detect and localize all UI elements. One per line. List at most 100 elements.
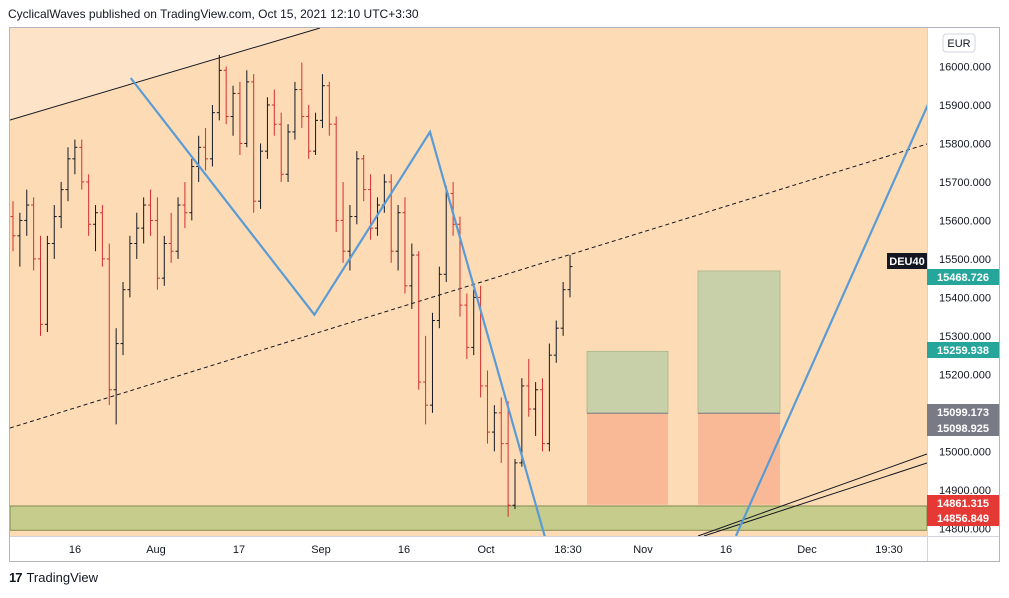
time-axis-bg xyxy=(10,536,927,561)
time-axis[interactable]: 16 Aug 17 Sep 16 Oct 18:30 Nov 16 Dec 19:30 xyxy=(10,536,999,561)
candle xyxy=(203,128,209,171)
y-tick-label: 14800.000 xyxy=(939,523,991,535)
x-tick-label: 16 xyxy=(69,544,81,556)
candle xyxy=(93,205,99,252)
candle xyxy=(38,235,44,336)
channel-mid-dashed-line[interactable] xyxy=(10,143,927,429)
candle xyxy=(313,112,319,155)
price-tag: 15259.938 xyxy=(927,342,999,358)
candle xyxy=(120,282,126,356)
candle xyxy=(340,181,346,263)
elliott-wave-line[interactable] xyxy=(129,77,546,538)
channel-lower-line-1[interactable] xyxy=(697,453,927,536)
candle xyxy=(361,155,367,202)
x-tick-label: Sep xyxy=(311,544,331,556)
candle xyxy=(175,197,181,259)
candle xyxy=(416,251,422,390)
price-tag: 15099.173 xyxy=(927,404,999,420)
candle xyxy=(491,405,497,452)
candle xyxy=(526,358,532,417)
currency-box[interactable]: EUR xyxy=(942,33,976,53)
candle xyxy=(161,235,167,286)
x-tick-label: 18:30 xyxy=(554,544,582,556)
candle xyxy=(154,197,160,290)
price-tag-label: DEU40 xyxy=(889,256,924,268)
tradingview-logo-icon[interactable]: 17 xyxy=(9,570,23,585)
price-tag: 14856.849 xyxy=(927,510,999,526)
currency-label: EUR xyxy=(947,38,970,50)
candle xyxy=(209,104,215,167)
y-tick-label: 15700.000 xyxy=(939,177,991,189)
x-tick-label: Oct xyxy=(477,544,494,556)
candle xyxy=(79,139,85,190)
y-tick-label: 15300.000 xyxy=(939,331,991,343)
chart-frame[interactable]: 16000.000 15900.000 15800.000 15700.000 1560… xyxy=(9,27,1000,562)
candle xyxy=(244,70,250,148)
stop-zone-2[interactable] xyxy=(698,413,780,505)
candle xyxy=(388,174,394,263)
candle xyxy=(86,174,92,236)
price-tag-bg xyxy=(927,342,999,358)
channel-upper-line[interactable] xyxy=(10,28,321,121)
y-tick-label: 15900.000 xyxy=(939,100,991,112)
candle xyxy=(51,205,57,259)
x-tick-label: Dec xyxy=(797,544,817,556)
candle xyxy=(546,343,552,452)
candle xyxy=(271,89,277,136)
candle xyxy=(464,293,470,359)
candle xyxy=(106,243,112,406)
price-tag: 15098.925 xyxy=(927,420,999,436)
y-tick-label: 16000.000 xyxy=(939,61,991,73)
stop-zone-1[interactable] xyxy=(587,413,668,505)
price-tag-label: 15099.173 xyxy=(937,407,989,419)
price-tags: DEU40 15468.726 15259.938 15099.173 15098.92… xyxy=(887,253,999,526)
candle xyxy=(72,139,78,175)
candle xyxy=(264,97,270,159)
publisher-caption: CyclicalWaves published on TradingView.c… xyxy=(8,7,419,21)
price-tag-label: 15098.925 xyxy=(937,423,989,435)
projection-line[interactable] xyxy=(734,28,962,536)
x-tick-label: 17 xyxy=(233,544,245,556)
candle xyxy=(141,197,147,244)
currency-box-border xyxy=(942,33,976,53)
y-tick-label: 15500.000 xyxy=(939,254,991,266)
candle xyxy=(24,189,30,236)
symbol-tag: DEU40 xyxy=(887,253,927,269)
target-zone-2[interactable] xyxy=(697,270,781,414)
price-chart[interactable]: 16000.000 15900.000 15800.000 15700.000 1560… xyxy=(10,28,999,561)
candle xyxy=(285,124,291,182)
candle xyxy=(10,201,16,252)
candle xyxy=(436,266,442,329)
candle xyxy=(292,81,298,140)
candle xyxy=(299,62,305,129)
plot-background xyxy=(10,28,927,536)
plot-area[interactable] xyxy=(10,28,962,538)
candle xyxy=(457,216,463,317)
target-zone-1[interactable] xyxy=(586,350,669,414)
candle xyxy=(567,255,573,298)
candle xyxy=(560,282,566,336)
support-zone[interactable] xyxy=(10,505,927,531)
x-tick-label: 19:30 xyxy=(875,544,903,556)
candle xyxy=(423,335,429,425)
y-tick-label: 15600.000 xyxy=(939,215,991,227)
price-tag-bg xyxy=(927,269,999,285)
price-tag: 15468.726 xyxy=(927,269,999,285)
candle xyxy=(278,112,284,182)
price-axis[interactable]: 16000.000 15900.000 15800.000 15700.000 1560… xyxy=(927,28,999,561)
price-axis-bg xyxy=(927,28,999,561)
candle xyxy=(471,289,477,356)
footer-brand[interactable]: TradingView xyxy=(26,570,99,585)
y-tick-label: 15800.000 xyxy=(939,138,991,150)
candle xyxy=(127,235,133,298)
x-tick-label: Aug xyxy=(146,544,166,556)
candle xyxy=(58,181,64,229)
price-tag-label: 14856.849 xyxy=(937,513,989,525)
candle xyxy=(478,285,484,398)
x-tick-label: 16 xyxy=(398,544,410,556)
candle xyxy=(258,143,264,209)
price-tag-bg xyxy=(927,510,999,526)
candle xyxy=(113,328,119,425)
candle xyxy=(237,81,243,155)
candle xyxy=(251,74,257,213)
